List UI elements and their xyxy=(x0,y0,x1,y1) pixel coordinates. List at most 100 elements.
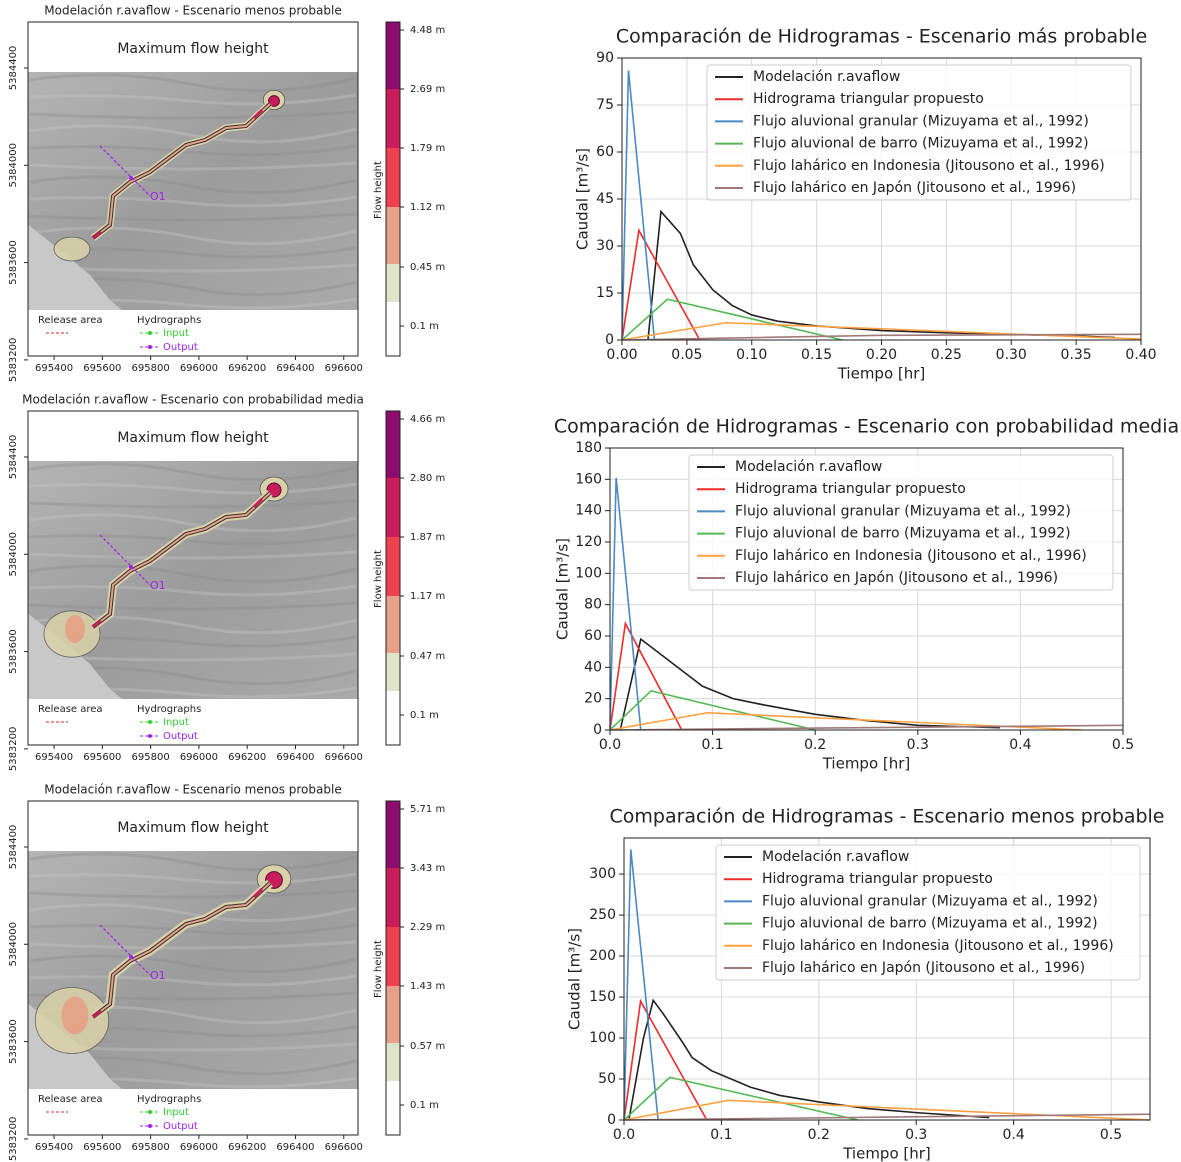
series-line xyxy=(620,639,1000,730)
series-line xyxy=(629,1000,989,1120)
x-tick-label: 0.0 xyxy=(599,737,621,753)
colorbar-segment xyxy=(386,927,400,986)
y-tick-label: 100 xyxy=(575,565,602,581)
x-tick-label: 696200 xyxy=(228,363,266,374)
x-tick-label: 0.35 xyxy=(1061,347,1092,363)
legend-label: Hydrographs xyxy=(137,704,201,715)
y-tick-label: 40 xyxy=(584,659,602,675)
x-tick-label: 0.4 xyxy=(1009,737,1031,753)
legend-label: Hidrograma triangular propuesto xyxy=(762,871,993,887)
y-tick-label: 5384000 xyxy=(8,143,19,188)
colorbar-segment xyxy=(386,89,400,148)
colorbar-segment xyxy=(386,653,400,691)
series-line xyxy=(610,478,641,730)
y-tick-label: 5384000 xyxy=(8,532,19,577)
colorbar-segment xyxy=(386,207,400,264)
legend-label: Hidrograma triangular propuesto xyxy=(753,91,984,107)
x-tick-label: 696200 xyxy=(228,1142,266,1153)
y-tick-label: 140 xyxy=(575,503,602,519)
chart-title: Comparación de Hidrogramas - Escenario c… xyxy=(554,416,1179,438)
figure: Modelación r.avaflow - Escenario menos p… xyxy=(0,0,1181,1162)
colorbar-label: 1.79 m xyxy=(410,143,445,154)
colorbar-label: 2.80 m xyxy=(410,473,445,484)
x-tick-label: 695600 xyxy=(83,1142,121,1153)
map-heading: Maximum flow height xyxy=(117,430,269,446)
x-tick-label: 0.2 xyxy=(808,1127,830,1143)
legend-label: Flujo aluvional granular (Mizuyama et al… xyxy=(762,893,1098,909)
map-heading: Maximum flow height xyxy=(117,820,269,836)
y-tick-label: 150 xyxy=(589,989,616,1005)
outlet-label: O1 xyxy=(150,969,166,982)
colorbar-segment xyxy=(386,1081,400,1135)
legend-output-dot xyxy=(148,1124,152,1128)
chart-title: Comparación de Hidrogramas - Escenario m… xyxy=(616,26,1147,48)
legend-input-dot xyxy=(148,331,152,335)
colorbar-label: 2.69 m xyxy=(410,84,445,95)
outlet-point xyxy=(129,565,133,569)
x-tick-label: 696200 xyxy=(228,752,266,763)
colorbar-title: Flow height xyxy=(373,161,384,219)
colorbar-segment xyxy=(386,411,400,478)
x-tick-label: 0.3 xyxy=(905,1127,927,1143)
x-tick-label: 0.10 xyxy=(736,347,767,363)
y-tick-label: 250 xyxy=(589,907,616,923)
series-line xyxy=(624,1001,707,1120)
map-heading: Maximum flow height xyxy=(117,41,269,57)
legend-output-dot xyxy=(148,734,152,738)
x-tick-label: 696000 xyxy=(180,363,218,374)
y-tick-label: 0 xyxy=(607,1112,616,1128)
colorbar-segment xyxy=(386,1043,400,1081)
colorbar-title: Flow height xyxy=(373,940,384,998)
legend-label: Modelación r.avaflow xyxy=(753,69,900,85)
x-tick-label: 695400 xyxy=(35,363,73,374)
colorbar-label: 0.1 m xyxy=(410,1100,439,1111)
x-tick-label: 0.25 xyxy=(931,347,962,363)
x-tick-label: 695800 xyxy=(132,752,170,763)
y-tick-label: 5384400 xyxy=(8,46,19,91)
y-tick-label: 100 xyxy=(589,1030,616,1046)
y-tick-label: 60 xyxy=(596,144,614,160)
deposit-core xyxy=(62,997,89,1035)
legend-label: Hidrograma triangular propuesto xyxy=(735,481,966,497)
x-tick-label: 0.20 xyxy=(866,347,897,363)
legend-label: Output xyxy=(163,1121,198,1132)
x-tick-label: 0.00 xyxy=(606,347,637,363)
series-line xyxy=(622,71,654,340)
x-tick-label: 696000 xyxy=(180,752,218,763)
legend-label: Hydrographs xyxy=(137,1094,201,1105)
colorbar-segment xyxy=(386,868,400,927)
y-tick-label: 160 xyxy=(575,471,602,487)
y-tick-label: 5384400 xyxy=(8,825,19,870)
legend-label: Output xyxy=(163,342,198,353)
y-tick-label: 5383600 xyxy=(8,240,19,285)
outlet-point xyxy=(129,955,133,959)
legend-label: Modelación r.avaflow xyxy=(762,849,909,865)
legend-label: Flujo lahárico en Japón (Jitousono et al… xyxy=(735,570,1058,586)
colorbar-label: 2.29 m xyxy=(410,922,445,933)
y-tick-label: 15 xyxy=(596,285,614,301)
legend-label: Input xyxy=(163,717,189,728)
colorbar-segment xyxy=(386,596,400,653)
x-tick-label: 0.2 xyxy=(804,737,826,753)
y-tick-label: 5383600 xyxy=(8,629,19,674)
x-axis-label: Tiempo [hr] xyxy=(822,755,911,773)
colorbar-label: 1.12 m xyxy=(410,202,445,213)
y-tick-label: 300 xyxy=(589,866,616,882)
colorbar-label: 1.43 m xyxy=(410,981,445,992)
colorbar-segment xyxy=(386,478,400,537)
colorbar-label: 0.45 m xyxy=(410,262,445,273)
y-tick-label: 5383600 xyxy=(8,1019,19,1064)
y-tick-label: 180 xyxy=(575,440,602,456)
y-tick-label: 90 xyxy=(596,50,614,66)
legend-label: Input xyxy=(163,1107,189,1118)
colorbar-label: 1.87 m xyxy=(410,532,445,543)
legend-label: Flujo lahárico en Japón (Jitousono et al… xyxy=(762,960,1085,976)
legend-label: Flujo lahárico en Indonesia (Jitousono e… xyxy=(735,548,1087,564)
legend-label: Flujo lahárico en Japón (Jitousono et al… xyxy=(753,180,1076,196)
y-tick-label: 120 xyxy=(575,534,602,550)
colorbar-segment xyxy=(386,264,400,302)
series-line xyxy=(622,230,700,340)
colorbar-segment xyxy=(386,302,400,356)
map-title: Modelación r.avaflow - Escenario menos p… xyxy=(44,4,341,18)
x-axis-label: Tiempo [hr] xyxy=(842,1145,931,1162)
